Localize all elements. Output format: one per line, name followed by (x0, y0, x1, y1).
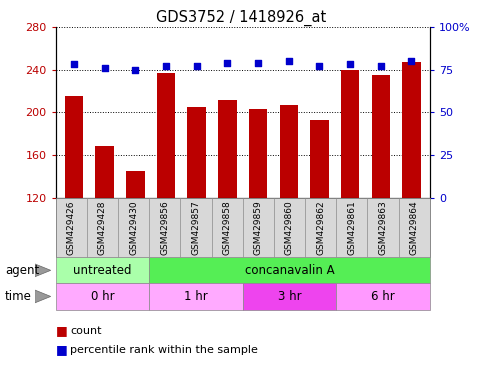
Text: GSM429861: GSM429861 (347, 200, 356, 255)
Text: time: time (5, 290, 32, 303)
Text: 1 hr: 1 hr (184, 290, 208, 303)
Point (224, 60, 231, 66)
Text: GSM429859: GSM429859 (254, 200, 263, 255)
Text: GSM429862: GSM429862 (316, 200, 325, 255)
Text: percentile rank within the sample: percentile rank within the sample (70, 345, 258, 355)
Text: GSM429430: GSM429430 (129, 200, 138, 255)
Bar (402, 62, 421, 326)
Bar (341, 70, 359, 326)
Bar (187, 107, 206, 326)
Text: GSM429428: GSM429428 (98, 200, 107, 255)
Bar (96, 146, 114, 326)
Text: agent: agent (5, 264, 39, 277)
Point (315, 63, 323, 69)
Text: GSM429426: GSM429426 (67, 200, 76, 255)
Point (285, 58, 293, 64)
Text: GSM429864: GSM429864 (410, 200, 419, 255)
Text: GSM429860: GSM429860 (285, 200, 294, 255)
Point (162, 63, 170, 69)
Polygon shape (35, 264, 51, 277)
Point (131, 66, 139, 73)
Text: concanavalin A: concanavalin A (245, 264, 334, 277)
Point (408, 58, 415, 64)
Text: 6 hr: 6 hr (371, 290, 395, 303)
Bar (310, 120, 328, 326)
Point (101, 65, 109, 71)
Bar (280, 105, 298, 326)
Point (254, 60, 262, 66)
Point (377, 63, 384, 69)
Polygon shape (35, 290, 51, 303)
Text: 3 hr: 3 hr (278, 290, 301, 303)
Text: GSM429857: GSM429857 (191, 200, 200, 255)
Point (346, 61, 354, 68)
Point (193, 63, 200, 69)
Bar (371, 75, 390, 326)
Text: GDS3752 / 1418926_at: GDS3752 / 1418926_at (156, 10, 327, 26)
Text: count: count (70, 326, 101, 336)
Bar (157, 73, 175, 326)
Text: GSM429863: GSM429863 (379, 200, 387, 255)
Bar (126, 171, 144, 326)
Text: 0 hr: 0 hr (90, 290, 114, 303)
Bar (218, 99, 237, 326)
Text: ■: ■ (56, 324, 67, 337)
Bar (65, 96, 83, 326)
Bar (249, 109, 267, 326)
Text: untreated: untreated (73, 264, 131, 277)
Point (70, 61, 78, 68)
Text: GSM429858: GSM429858 (223, 200, 232, 255)
Text: ■: ■ (56, 343, 67, 356)
Text: GSM429856: GSM429856 (160, 200, 169, 255)
